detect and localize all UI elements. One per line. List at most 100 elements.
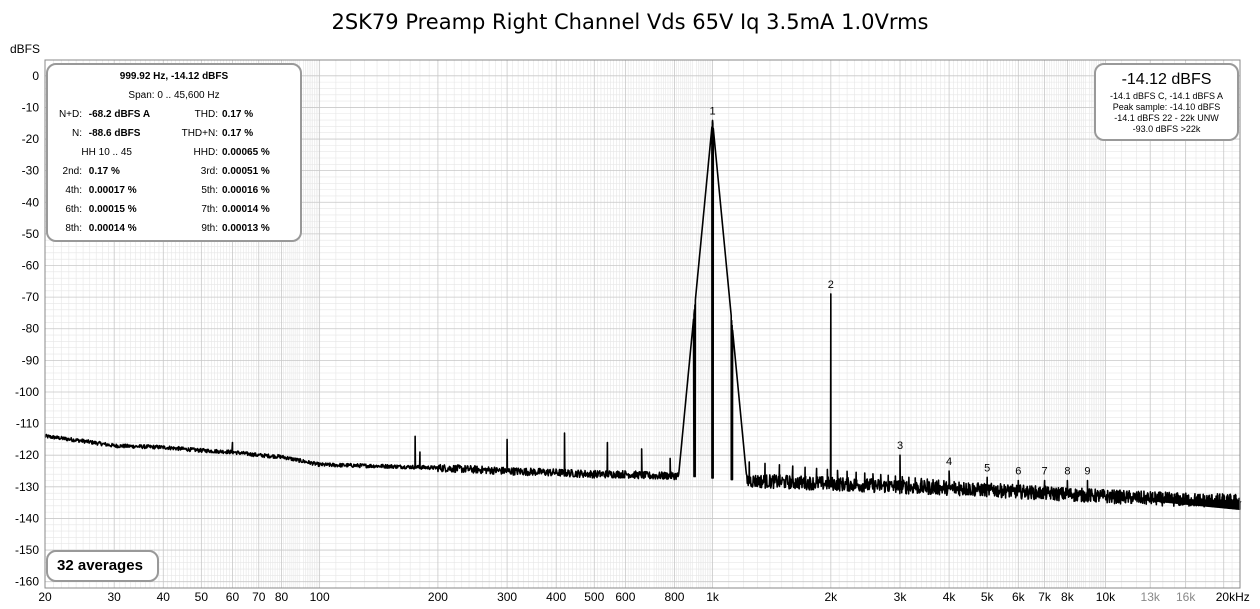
peak-detail-2: Peak sample: -14.10 dBFS [1112, 102, 1221, 112]
stat-left-value: 0.00015 % [86, 204, 137, 215]
plot-border [44, 59, 1241, 589]
stat-left: HH 10 .. 45 [48, 147, 132, 158]
stat-right-value: 0.17 % [222, 128, 254, 139]
stat-left: 8th: 0.00014 % [48, 223, 137, 234]
y-tick-label: -30 [22, 164, 40, 178]
fundamental-readout: 999.92 Hz, -14.12 dBFS [119, 71, 229, 82]
stat-left-label: N: [72, 128, 82, 139]
stat-right-value: 0.00016 % [222, 185, 270, 196]
harmonic-labels: 1 2 3 4 5 6 7 8 9 [709, 105, 1090, 477]
stat-right-label: 5th: [201, 185, 218, 196]
y-axis-label: dBFS [10, 42, 40, 56]
stat-left: 6th: 0.00015 % [48, 204, 137, 215]
y-tick-label: -90 [22, 353, 40, 367]
x-tick-label: 3k [894, 590, 908, 604]
y-tick-label: -50 [22, 227, 40, 241]
x-tick-label: 2k [824, 590, 838, 604]
peak-detail-3: -14.1 dBFS 22 - 22k UNW [1114, 113, 1219, 123]
harmonic-label: 5 [984, 462, 990, 474]
stat-left: 4th: 0.00017 % [48, 185, 137, 196]
y-tick-label: -120 [15, 448, 39, 462]
y-tick-label: -60 [22, 259, 40, 273]
stat-left-value: 0.17 % [86, 166, 120, 177]
harmonic-label: 4 [946, 456, 952, 468]
stat-left-label: 2nd: [62, 166, 82, 177]
y-tick-label: -130 [15, 480, 39, 494]
y-tick-label: -160 [15, 575, 39, 589]
x-tick-label: 8k [1061, 590, 1075, 604]
harmonic-label: 7 [1042, 466, 1048, 478]
stat-right: HHD: 0.00065 % [168, 147, 270, 158]
stat-right: 7th: 0.00014 % [168, 204, 270, 215]
stat-right-value: 0.00065 % [222, 147, 270, 158]
harmonic-label: 3 [897, 440, 903, 452]
span-readout: Span: 0 .. 45,600 Hz [128, 90, 220, 101]
x-tick-label: 50 [195, 590, 209, 604]
x-tick-label: 400 [546, 590, 566, 604]
x-tick-label: 6k [1012, 590, 1026, 604]
x-tick-label: 600 [615, 590, 635, 604]
stat-right-label: THD: [194, 109, 218, 120]
x-axis-ticks: 20 30 40 50 60 70 80 100 200 300 400 500 600 800 1k 2k 3… [38, 590, 1249, 604]
x-tick-label: 300 [497, 590, 517, 604]
stat-right-label: 3rd: [200, 166, 218, 177]
stat-right-label: 7th: [201, 204, 218, 215]
stat-right-value: 0.00014 % [222, 204, 270, 215]
stat-right-label: HHD: [193, 147, 218, 158]
x-tick-label: 16k [1176, 590, 1196, 604]
stat-left-value: -68.2 dBFS A [86, 109, 151, 120]
stat-right-value: 0.17 % [222, 109, 254, 120]
stat-right: 9th: 0.00013 % [168, 223, 270, 234]
distortion-stats-panel: 999.92 Hz, -14.12 dBFS Span: 0 .. 45,600… [46, 63, 302, 242]
peak-level-value: -14.12 dBFS [1121, 71, 1212, 88]
harmonic-label: 1 [709, 105, 715, 117]
peak-level-panel: -14.12 dBFS -14.1 dBFS C, -14.1 dBFS A P… [1094, 63, 1239, 141]
stat-right: THD: 0.17 % [168, 109, 253, 120]
stat-left-label: 8th: [65, 223, 82, 234]
stat-right-label: THD+N: [181, 128, 218, 139]
stat-left-label: 4th: [65, 185, 82, 196]
y-tick-label: -150 [15, 543, 39, 557]
x-tick-label: 30 [108, 590, 122, 604]
y-tick-label: -40 [22, 195, 40, 209]
x-tick-label: 80 [275, 590, 289, 604]
x-tick-label: 70 [252, 590, 266, 604]
stat-left-value: -88.6 dBFS [86, 128, 141, 139]
x-tick-label: 10k [1096, 590, 1116, 604]
x-tick-label: 7k [1038, 590, 1052, 604]
harmonic-label: 8 [1064, 466, 1070, 478]
peak-detail-1: -14.1 dBFS C, -14.1 dBFS A [1109, 91, 1224, 101]
stat-left-value: 0.00014 % [86, 223, 137, 234]
harmonic-label: 9 [1084, 466, 1090, 478]
averages-badge: 32 averages [46, 550, 159, 582]
x-tick-label: 20 [38, 590, 52, 604]
x-tick-label: 4k [943, 590, 957, 604]
y-tick-label: -140 [15, 511, 39, 525]
stat-right: 3rd: 0.00051 % [168, 166, 270, 177]
x-tick-label: 20kHz [1216, 590, 1250, 604]
stat-right: THD+N: 0.17 % [168, 128, 254, 139]
stat-left-value: 0.00017 % [86, 185, 137, 196]
stat-left-label: HH 10 .. 45 [81, 147, 132, 158]
stat-left: N+D: -68.2 dBFS A [48, 109, 150, 120]
y-tick-label: -70 [22, 290, 40, 304]
x-tick-label: 1k [706, 590, 720, 604]
stat-left-label: 6th: [65, 204, 82, 215]
stat-right-value: 0.00013 % [222, 223, 270, 234]
stat-left: N: -88.6 dBFS [48, 128, 140, 139]
peak-detail-4: -93.0 dBFS >22k [1132, 124, 1201, 134]
x-tick-label: 60 [226, 590, 240, 604]
x-tick-label: 800 [664, 590, 684, 604]
chart-title: 2SK79 Preamp Right Channel Vds 65V Iq 3.… [331, 10, 928, 34]
spectrum-trace [44, 119, 1242, 511]
stat-left: 2nd: 0.17 % [48, 166, 120, 177]
y-tick-label: 0 [32, 69, 39, 83]
y-tick-label: -80 [22, 322, 40, 336]
x-tick-label: 200 [428, 590, 448, 604]
y-tick-label: -10 [22, 100, 40, 114]
y-tick-label: -100 [15, 385, 39, 399]
y-tick-label: -110 [16, 417, 39, 431]
stat-right-label: 9th: [201, 223, 218, 234]
stat-left-label: N+D: [58, 109, 82, 120]
